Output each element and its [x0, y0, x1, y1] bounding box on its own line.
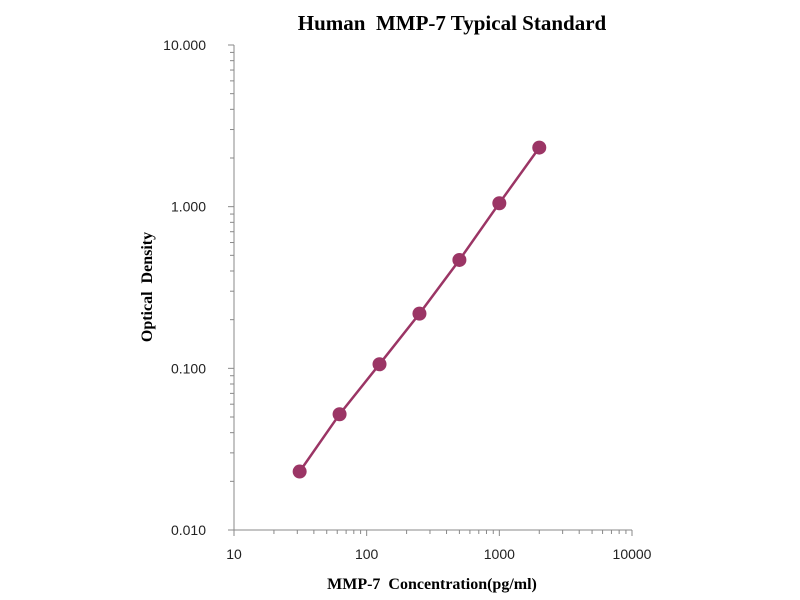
y-tick-label: 10.000: [163, 37, 206, 53]
data-point: [292, 464, 307, 479]
data-point: [372, 357, 387, 372]
x-tick-label: 100: [355, 546, 379, 562]
data-point: [332, 407, 347, 422]
y-tick-labels: 10.000 1.000 0.100 0.010: [163, 37, 206, 538]
series-group: [292, 140, 547, 479]
chart-title: Human MMP-7 Typical Standard: [298, 11, 607, 35]
x-tick-label: 10000: [613, 546, 652, 562]
y-axis-label: Optical Density: [139, 232, 156, 342]
y-tick-label: 0.010: [171, 522, 206, 538]
x-axis-label: MMP-7 Concentration(pg/ml): [327, 576, 537, 593]
y-tick-label: 1.000: [171, 199, 206, 215]
data-point: [492, 196, 507, 211]
axes: [233, 45, 632, 531]
data-point: [412, 306, 427, 321]
data-point: [452, 252, 467, 267]
x-tick-label: 10: [226, 546, 242, 562]
x-tick-label: 1000: [484, 546, 515, 562]
x-tick-labels: 10 100 1000 10000: [226, 546, 651, 562]
x-axis-ticks: [233, 530, 633, 536]
y-axis-ticks: [228, 44, 234, 531]
y-tick-label: 0.100: [171, 360, 206, 376]
data-point: [532, 140, 547, 155]
